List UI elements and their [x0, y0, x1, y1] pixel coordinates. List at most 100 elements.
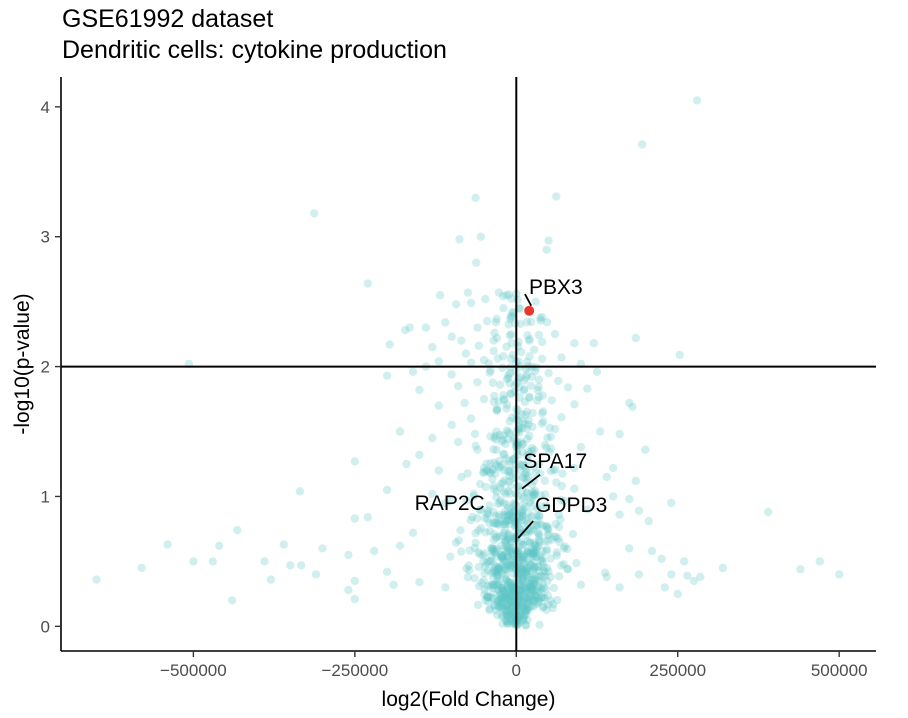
data-point — [550, 329, 560, 339]
data-point — [494, 397, 503, 406]
data-point — [488, 465, 497, 474]
data-point — [518, 574, 528, 584]
data-point — [389, 580, 398, 589]
data-point — [502, 601, 511, 610]
data-point — [462, 496, 471, 505]
data-point — [484, 581, 494, 590]
data-point — [519, 386, 528, 395]
data-point — [486, 459, 495, 468]
data-point — [402, 459, 411, 469]
data-point — [518, 577, 527, 586]
data-point — [434, 357, 443, 366]
data-point — [521, 502, 530, 511]
data-point — [631, 333, 640, 343]
data-point — [528, 580, 537, 589]
data-point — [491, 511, 500, 521]
data-point — [517, 565, 526, 574]
data-point — [835, 570, 844, 579]
data-point — [506, 368, 515, 378]
data-point — [522, 474, 531, 484]
data-point — [494, 518, 503, 528]
data-point — [615, 429, 624, 439]
data-point — [483, 510, 492, 519]
data-point — [495, 456, 504, 465]
data-point — [505, 578, 515, 587]
data-point — [505, 471, 514, 481]
data-point — [498, 583, 508, 592]
data-point — [477, 578, 486, 588]
data-point — [503, 549, 512, 558]
data-point — [535, 551, 545, 560]
data-point — [531, 591, 540, 600]
data-point — [518, 511, 527, 520]
data-point — [533, 386, 542, 395]
data-point — [505, 460, 514, 469]
chart-subtitle: Dendritic cells: cytokine production — [62, 36, 447, 64]
data-point — [260, 557, 269, 566]
data-point — [515, 304, 525, 313]
data-point — [502, 542, 512, 552]
data-point — [481, 528, 490, 537]
data-point — [506, 547, 516, 556]
data-point — [541, 537, 550, 546]
data-point — [513, 295, 522, 304]
data-point — [515, 611, 525, 620]
data-point — [370, 546, 379, 556]
data-point — [550, 532, 559, 542]
data-point — [530, 579, 539, 588]
data-point — [482, 593, 492, 602]
data-point — [506, 544, 515, 553]
data-point — [464, 561, 473, 570]
data-point — [501, 607, 511, 617]
data-point — [487, 544, 496, 553]
data-point — [520, 470, 530, 479]
data-point — [506, 467, 515, 477]
data-point — [517, 565, 526, 574]
data-point — [295, 487, 305, 496]
data-point — [520, 604, 529, 613]
data-point — [499, 528, 508, 538]
data-point — [311, 570, 321, 579]
data-point — [533, 516, 542, 525]
data-point — [503, 607, 512, 616]
data-point — [568, 529, 578, 539]
data-point — [528, 422, 537, 431]
y-axis-title: -log10(p-value) — [11, 293, 34, 434]
data-point — [494, 513, 504, 522]
data-point — [505, 600, 514, 610]
data-point — [492, 567, 501, 576]
data-point — [508, 474, 517, 483]
data-point — [487, 568, 496, 577]
data-point — [516, 610, 525, 620]
data-point — [538, 391, 547, 400]
data-point — [505, 466, 514, 476]
data-point — [506, 590, 515, 599]
data-point — [531, 591, 540, 601]
data-point — [501, 589, 510, 598]
data-point — [499, 450, 508, 459]
data-point — [535, 620, 544, 629]
data-point — [504, 544, 513, 554]
data-point — [507, 561, 517, 570]
data-point — [521, 568, 530, 577]
data-point — [529, 345, 539, 354]
data-point — [517, 554, 526, 563]
data-point — [523, 606, 532, 615]
data-point — [497, 583, 506, 592]
data-point — [454, 536, 463, 545]
data-point — [560, 542, 569, 551]
data-point — [507, 509, 516, 518]
data-point — [488, 588, 497, 598]
data-point — [527, 546, 537, 555]
data-point — [500, 487, 509, 496]
data-point — [543, 530, 552, 540]
data-point — [507, 413, 517, 422]
data-point — [447, 370, 456, 379]
data-point — [503, 594, 512, 603]
data-point — [526, 582, 535, 591]
data-point — [531, 571, 541, 580]
data-point — [522, 570, 531, 579]
data-point — [525, 393, 534, 402]
data-point — [518, 601, 528, 611]
data-point — [517, 410, 527, 419]
